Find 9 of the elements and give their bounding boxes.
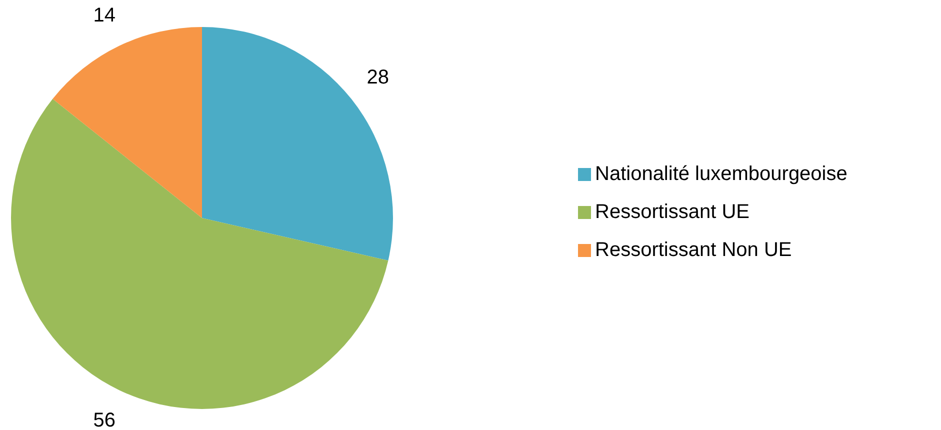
legend-label: Nationalité luxembourgeoise bbox=[595, 163, 848, 185]
pie-slice bbox=[52, 27, 202, 218]
data-label: 28 bbox=[366, 66, 390, 89]
data-label: 56 bbox=[93, 410, 116, 430]
pie-slice bbox=[11, 98, 388, 409]
data-label: 14 bbox=[93, 4, 116, 26]
pie-slice bbox=[202, 27, 393, 260]
legend-label: Ressortissant UE bbox=[595, 201, 750, 223]
legend-label: Ressortissant Non UE bbox=[595, 239, 792, 261]
